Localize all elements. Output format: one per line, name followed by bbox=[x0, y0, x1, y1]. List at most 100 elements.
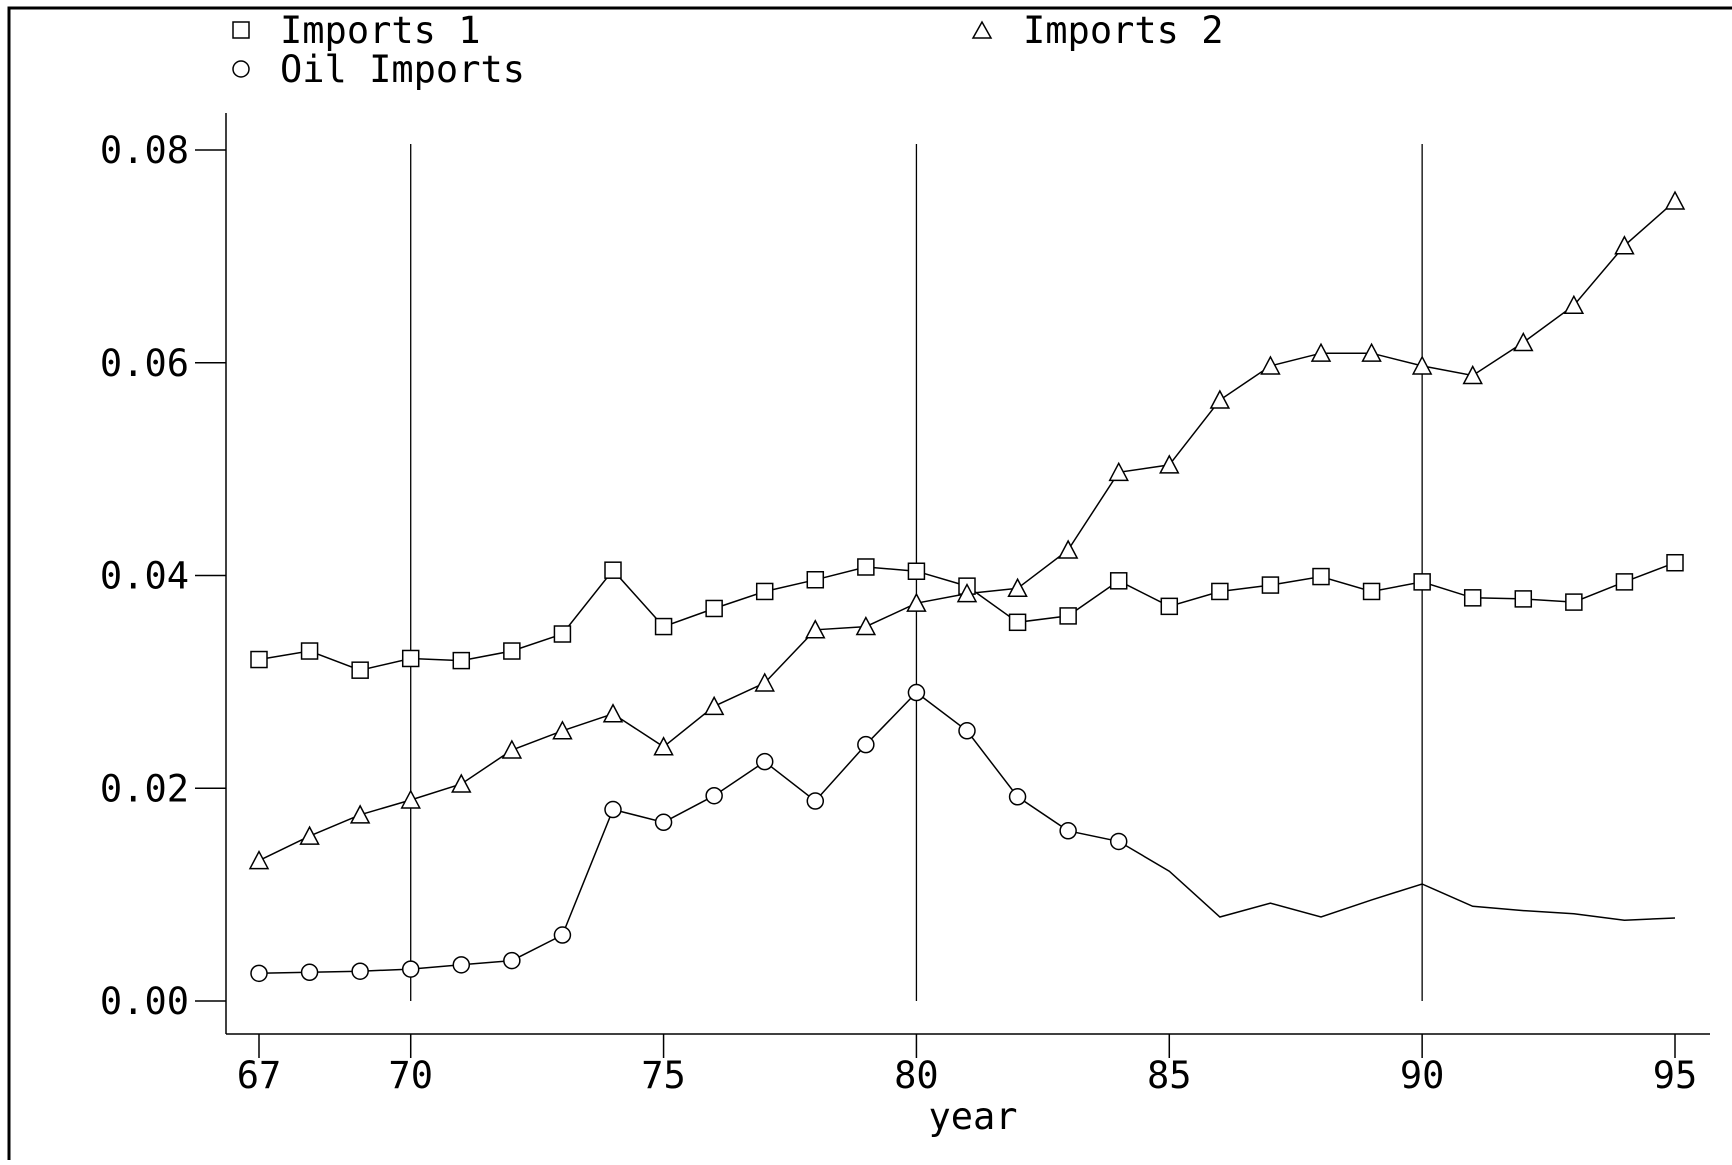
data-point-imports-1-91 bbox=[1463, 589, 1482, 607]
data-point-imports-2-85 bbox=[1159, 454, 1180, 474]
data-point-imports-1-77 bbox=[755, 582, 774, 601]
data-point-imports-1-93 bbox=[1565, 593, 1583, 611]
data-point-imports-2-77 bbox=[754, 672, 775, 692]
legend-label-imports-1: Imports 1 bbox=[280, 9, 480, 52]
data-point-imports-1-80 bbox=[907, 562, 926, 580]
data-point-imports-2-75 bbox=[653, 736, 674, 756]
data-point-imports-1-76 bbox=[705, 599, 723, 618]
data-point-oil-imports-73 bbox=[553, 926, 572, 944]
legend: Imports 1 Imports 2 Oil Imports bbox=[232, 9, 1223, 91]
data-point-oil-imports-75 bbox=[654, 813, 673, 832]
x-tick-label: 85 bbox=[1147, 1054, 1192, 1097]
data-point-oil-imports-70 bbox=[401, 960, 420, 978]
data-point-imports-2-87 bbox=[1260, 355, 1281, 375]
series-markers bbox=[248, 190, 1686, 983]
data-point-oil-imports-79 bbox=[857, 735, 875, 754]
data-point-imports-1-83 bbox=[1059, 607, 1077, 625]
data-point-imports-2-80 bbox=[906, 592, 927, 612]
data-point-oil-imports-78 bbox=[806, 792, 825, 810]
data-point-imports-2-71 bbox=[451, 773, 472, 793]
data-point-oil-imports-74 bbox=[604, 800, 622, 819]
data-point-imports-1-79 bbox=[857, 558, 875, 576]
x-tick-label: 90 bbox=[1400, 1054, 1445, 1097]
data-point-oil-imports-84 bbox=[1109, 832, 1128, 851]
data-point-imports-1-68 bbox=[300, 642, 319, 660]
data-point-imports-1-72 bbox=[503, 642, 521, 660]
y-tick-label: 0.02 bbox=[100, 767, 189, 810]
data-point-imports-2-90 bbox=[1411, 355, 1433, 375]
data-point-imports-2-78 bbox=[805, 619, 826, 639]
data-point-imports-2-70 bbox=[400, 789, 421, 809]
data-point-imports-2-72 bbox=[501, 739, 523, 759]
data-point-imports-1-88 bbox=[1312, 567, 1330, 586]
data-point-imports-1-95 bbox=[1666, 553, 1684, 572]
data-point-oil-imports-71 bbox=[452, 956, 471, 974]
data-point-imports-1-69 bbox=[351, 661, 369, 679]
data-point-imports-1-84 bbox=[1109, 572, 1128, 590]
legend-label-oil-imports: Oil Imports bbox=[280, 48, 525, 91]
data-point-imports-2-67 bbox=[248, 849, 270, 870]
data-point-imports-2-79 bbox=[855, 615, 877, 636]
data-point-imports-2-92 bbox=[1513, 331, 1534, 352]
data-point-imports-1-71 bbox=[452, 651, 471, 670]
data-point-oil-imports-81 bbox=[958, 722, 976, 740]
data-point-imports-1-67 bbox=[250, 650, 268, 669]
data-point-imports-1-89 bbox=[1362, 582, 1381, 601]
legend-square-icon bbox=[232, 21, 250, 39]
legend-circle-icon bbox=[232, 60, 250, 78]
series-line-imports-2 bbox=[258, 200, 1676, 862]
data-point-imports-1-82 bbox=[1008, 613, 1027, 632]
data-point-imports-2-73 bbox=[552, 720, 573, 740]
x-axis-label: year bbox=[928, 1095, 1017, 1138]
data-point-imports-1-78 bbox=[806, 571, 825, 589]
y-tick-label: 0.06 bbox=[100, 342, 189, 385]
y-tick-label: 0.00 bbox=[100, 980, 189, 1023]
data-point-oil-imports-83 bbox=[1059, 822, 1077, 840]
x-ticks: 67 70 75 80 85 90 95 bbox=[237, 1034, 1698, 1097]
data-point-imports-2-86 bbox=[1209, 389, 1231, 409]
data-point-oil-imports-80 bbox=[907, 683, 926, 702]
figure-border bbox=[7, 6, 1732, 1160]
data-point-imports-2-95 bbox=[1664, 190, 1686, 210]
data-point-imports-2-83 bbox=[1057, 539, 1079, 559]
y-tick-label: 0.04 bbox=[100, 555, 189, 598]
data-point-imports-2-76 bbox=[703, 695, 725, 716]
x-tick-label: 70 bbox=[388, 1054, 433, 1097]
data-point-imports-1-87 bbox=[1261, 576, 1280, 594]
data-point-imports-2-88 bbox=[1310, 342, 1332, 362]
data-point-imports-2-69 bbox=[349, 804, 371, 824]
data-point-imports-2-89 bbox=[1361, 342, 1382, 362]
legend-triangle-icon bbox=[971, 20, 993, 39]
data-point-imports-2-84 bbox=[1108, 461, 1129, 482]
x-tick-label: 67 bbox=[237, 1054, 282, 1097]
x-tick-label: 80 bbox=[894, 1054, 939, 1097]
data-point-imports-2-74 bbox=[602, 703, 624, 723]
data-point-imports-1-94 bbox=[1615, 573, 1634, 591]
legend-label-imports-2: Imports 2 bbox=[1023, 9, 1223, 52]
x-tick-label: 95 bbox=[1653, 1054, 1698, 1097]
data-point-imports-1-85 bbox=[1160, 597, 1179, 616]
data-point-imports-2-91 bbox=[1462, 364, 1483, 385]
data-point-oil-imports-82 bbox=[1008, 788, 1027, 806]
data-point-oil-imports-69 bbox=[351, 962, 369, 980]
y-tick-label: 0.08 bbox=[100, 129, 189, 172]
data-point-imports-1-86 bbox=[1211, 582, 1229, 601]
x-tick-label: 75 bbox=[641, 1054, 686, 1097]
data-point-oil-imports-77 bbox=[755, 752, 774, 771]
data-point-imports-1-74 bbox=[604, 561, 622, 579]
data-point-imports-2-93 bbox=[1563, 294, 1585, 315]
data-point-imports-2-94 bbox=[1614, 235, 1635, 255]
data-point-oil-imports-76 bbox=[705, 786, 723, 805]
data-point-oil-imports-67 bbox=[250, 964, 268, 983]
data-point-imports-1-75 bbox=[654, 617, 673, 636]
data-point-imports-1-90 bbox=[1413, 573, 1431, 591]
y-ticks: 0.00 0.02 0.04 0.06 0.08 bbox=[100, 129, 226, 1023]
data-point-imports-1-73 bbox=[553, 625, 572, 643]
data-point-imports-1-70 bbox=[401, 649, 420, 668]
data-point-oil-imports-72 bbox=[503, 951, 521, 970]
data-point-imports-2-81 bbox=[956, 582, 978, 603]
data-point-imports-1-92 bbox=[1514, 590, 1533, 608]
data-point-imports-2-68 bbox=[299, 825, 320, 845]
